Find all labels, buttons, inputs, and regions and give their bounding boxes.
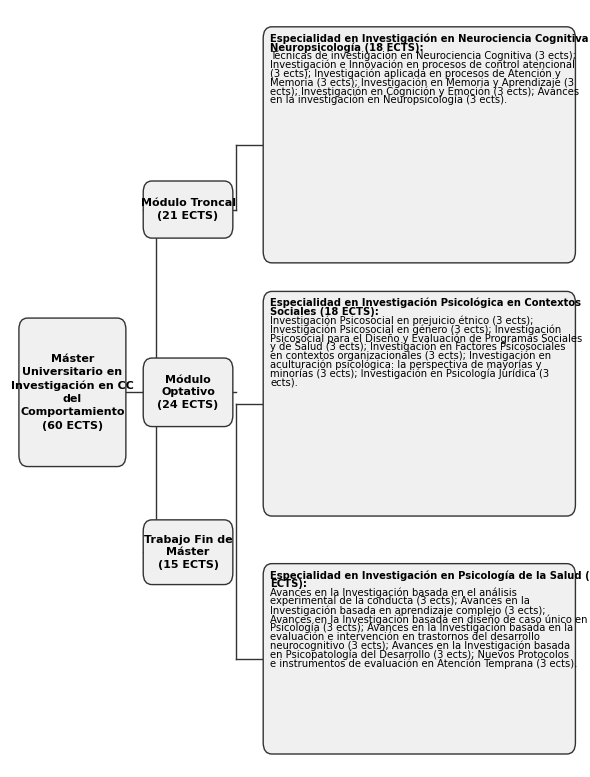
Text: experimental de la conducta (3 ects); Avances en la: experimental de la conducta (3 ects); Av… [270,597,530,607]
FancyBboxPatch shape [263,563,575,754]
Text: Investigación Psicosocial en género (3 ects); Investigación: Investigación Psicosocial en género (3 e… [270,324,562,335]
Text: en la investigación en Neuropsicología (3 ects).: en la investigación en Neuropsicología (… [270,95,507,106]
Text: Trabajo Fin de
Máster
(15 ECTS): Trabajo Fin de Máster (15 ECTS) [144,535,232,570]
Text: (3 ects); Investigación aplicada en procesos de Atención y: (3 ects); Investigación aplicada en proc… [270,68,561,79]
Text: aculturación psicológica: la perspectiva de mayorías y: aculturación psicológica: la perspectiva… [270,360,542,370]
FancyBboxPatch shape [19,318,126,466]
Text: Investigación e Innovación en procesos de control atencional: Investigación e Innovación en procesos d… [270,60,575,70]
Text: Módulo Troncal
(21 ECTS): Módulo Troncal (21 ECTS) [140,198,235,221]
Text: e instrumentos de evaluación en Atención Temprana (3 ects).: e instrumentos de evaluación en Atención… [270,658,578,669]
Text: Especialidad en Investigación Psicológica en Contextos: Especialidad en Investigación Psicológic… [270,298,581,308]
Text: Módulo
Optativo
(24 ECTS): Módulo Optativo (24 ECTS) [158,375,219,409]
Text: Máster
Universitario en
Investigación en CC
del
Comportamiento
(60 ECTS): Máster Universitario en Investigación en… [11,354,134,430]
Text: Avances en la Investigación basada en el análisis: Avances en la Investigación basada en el… [270,587,517,598]
Text: Psicosocial para el Diseño y Evaluación de Programas Sociales: Psicosocial para el Diseño y Evaluación … [270,333,582,343]
Text: Técnicas de investigación en Neurociencia Cognitiva (3 ects);: Técnicas de investigación en Neurocienci… [270,51,576,61]
Text: Psicología (3 ects); Avances en la Investigación basada en la: Psicología (3 ects); Avances en la Inves… [270,623,573,633]
Text: ECTS):: ECTS): [270,579,307,589]
Text: Avances en la Investigación basada en diseño de caso único en: Avances en la Investigación basada en di… [270,614,588,625]
Text: Investigación basada en aprendizaje complejo (3 ects);: Investigación basada en aprendizaje comp… [270,605,546,616]
FancyBboxPatch shape [263,27,575,263]
FancyBboxPatch shape [143,181,233,238]
Text: ects).: ects). [270,377,298,387]
FancyBboxPatch shape [143,520,233,584]
Text: ects); Investigación en Cognición y Emoción (3 ects); Avances: ects); Investigación en Cognición y Emoc… [270,86,579,96]
Text: Memoria (3 ects); Investigación en Memoria y Aprendizaje (3: Memoria (3 ects); Investigación en Memor… [270,77,574,88]
Text: en Psicopatología del Desarrollo (3 ects); Nuevos Protocolos: en Psicopatología del Desarrollo (3 ects… [270,650,569,660]
Text: minorías (3 ects); Investigación en Psicología Jurídica (3: minorías (3 ects); Investigación en Psic… [270,368,549,379]
Text: Especialidad en Investigación en Neurociencia Cognitiva y: Especialidad en Investigación en Neuroci… [270,33,590,44]
Text: Neuropsicología (18 ECTS):: Neuropsicología (18 ECTS): [270,42,424,53]
Text: en contextos organizacionales (3 ects); Investigación en: en contextos organizacionales (3 ects); … [270,350,551,361]
FancyBboxPatch shape [143,358,233,427]
Text: Sociales (18 ECTS):: Sociales (18 ECTS): [270,307,379,317]
FancyBboxPatch shape [263,291,575,516]
Text: Investigación Psicosocial en prejuicio étnico (3 ects);: Investigación Psicosocial en prejuicio é… [270,315,533,326]
Text: y de Salud (3 ects); Investigación en Factores Psicosociales: y de Salud (3 ects); Investigación en Fa… [270,342,566,353]
Text: Especialidad en Investigación en Psicología de la Salud (18: Especialidad en Investigación en Psicolo… [270,570,590,580]
Text: evaluación e intervención en trastornos del desarrollo: evaluación e intervención en trastornos … [270,632,540,642]
Text: neurocognitivo (3 ects); Avances en la Investigación basada: neurocognitivo (3 ects); Avances en la I… [270,640,571,651]
